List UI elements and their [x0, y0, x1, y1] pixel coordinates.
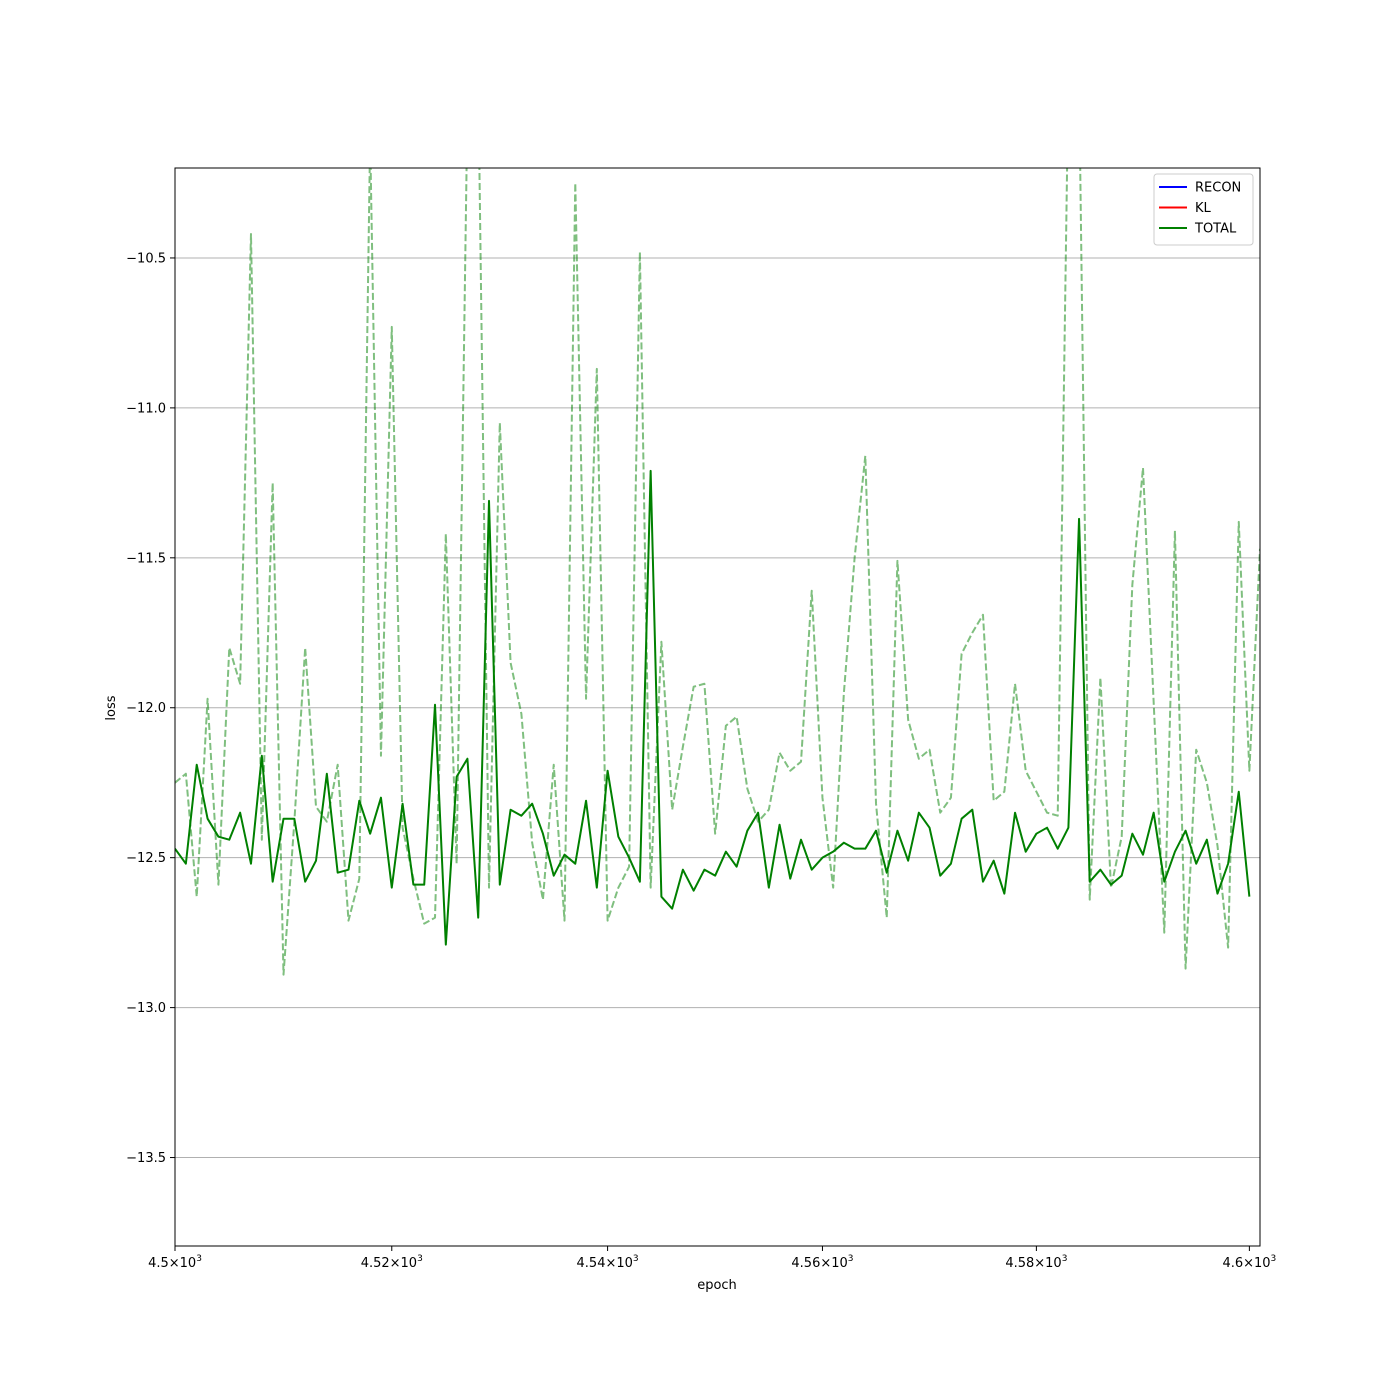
legend-label-total: TOTAL: [1194, 222, 1237, 237]
x-tick-label: 4.58×103: [1005, 1254, 1067, 1271]
x-tick-label: 4.54×103: [577, 1254, 639, 1271]
series-layer: [175, 168, 1260, 976]
y-tick-label: −13.0: [126, 1001, 166, 1016]
y-tick-label: −12.0: [126, 701, 166, 716]
x-tick-label: 4.5×103: [148, 1254, 202, 1271]
y-tick-label: −13.5: [126, 1151, 166, 1166]
legend: RECON KL TOTAL: [1153, 173, 1254, 246]
legend-label-recon: RECON: [1195, 181, 1241, 196]
y-tick-label: −10.5: [126, 251, 166, 266]
x-axis-label: epoch: [697, 1278, 737, 1293]
x-axis-ticks: 4.5×103 4.52×103 4.54×103 4.56×103 4.58×103 4…: [148, 1246, 1276, 1271]
y-tick-label: −11.0: [126, 401, 166, 416]
legend-label-kl: KL: [1195, 201, 1212, 216]
plot-frame: [174, 167, 1261, 1247]
y-axis-label: loss: [104, 695, 119, 720]
y-axis-ticks: −13.5 −13.0 −12.5 −12.0 −11.5 −11.0 −10.5: [126, 251, 175, 1166]
y-tick-label: −11.5: [126, 551, 166, 566]
grid-lines: [175, 257, 1260, 1159]
x-tick-label: 4.6×103: [1222, 1254, 1276, 1271]
y-tick-label: −12.5: [126, 851, 166, 866]
series-line-total: [175, 469, 1251, 946]
x-tick-label: 4.52×103: [361, 1254, 423, 1271]
x-tick-label: 4.56×103: [791, 1254, 853, 1271]
series-line-total-dashed: [175, 168, 1260, 976]
